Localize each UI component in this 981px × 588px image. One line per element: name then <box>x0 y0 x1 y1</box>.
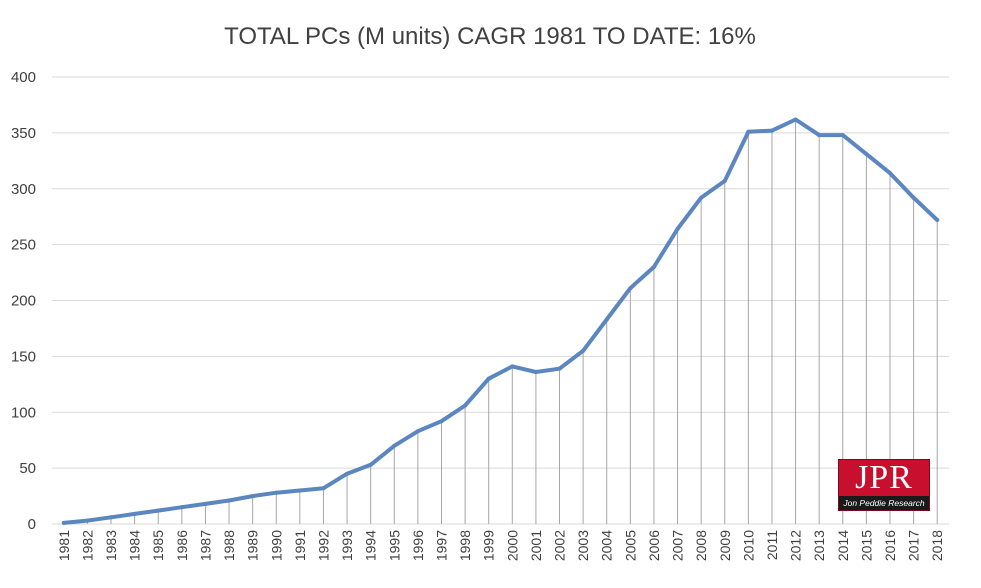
data-point-2003 <box>581 348 586 353</box>
data-point-1998 <box>463 403 468 408</box>
data-point-2008 <box>699 195 704 200</box>
y-tick-label: 0 <box>28 516 36 533</box>
data-point-2011 <box>769 128 774 133</box>
x-tick-label: 2007 <box>670 530 686 561</box>
x-tick-label: 1981 <box>56 530 72 561</box>
data-point-2007 <box>675 226 680 231</box>
x-tick-label: 1999 <box>481 530 497 561</box>
data-point-1995 <box>392 443 397 448</box>
data-point-2006 <box>651 264 656 269</box>
data-point-2015 <box>864 152 869 157</box>
data-point-1986 <box>179 505 184 510</box>
x-tick-label: 1986 <box>174 530 190 561</box>
x-tick-label: 1985 <box>150 530 166 561</box>
x-tick-label: 2018 <box>929 530 945 561</box>
data-point-2010 <box>746 129 751 134</box>
data-point-2012 <box>793 117 798 122</box>
x-tick-label: 1997 <box>433 530 449 561</box>
x-tick-label: 2001 <box>528 530 544 561</box>
data-point-1993 <box>345 471 350 476</box>
logo-subtitle: Jon Peddie Research <box>839 496 929 510</box>
data-point-2014 <box>840 133 845 138</box>
data-point-2017 <box>911 195 916 200</box>
gridlines <box>52 76 949 525</box>
y-tick-label: 100 <box>11 404 36 421</box>
x-tick-label: 2002 <box>552 530 568 561</box>
x-tick-label: 1991 <box>292 530 308 561</box>
data-point-1997 <box>439 419 444 424</box>
x-tick-label: 2013 <box>811 530 827 561</box>
x-tick-label: 2008 <box>693 530 709 561</box>
x-tick-label: 1990 <box>268 530 284 561</box>
data-point-1982 <box>85 518 90 523</box>
x-tick-label: 1992 <box>315 530 331 561</box>
data-point-1991 <box>297 488 302 493</box>
x-tick-label: 2004 <box>599 530 615 561</box>
x-tick-label: 2016 <box>882 530 898 561</box>
x-tick-label: 1988 <box>221 530 237 561</box>
x-tick-label: 2000 <box>504 530 520 561</box>
data-point-1996 <box>415 429 420 434</box>
y-axis-ticks: 0 50 100 150 200 250 300 350 400 <box>11 69 36 533</box>
x-tick-label: 2010 <box>740 530 756 561</box>
data-point-2018 <box>935 218 940 223</box>
x-tick-label: 1994 <box>363 530 379 561</box>
series-line-total-pcs <box>61 117 940 525</box>
x-tick-label: 2017 <box>906 530 922 561</box>
data-point-1985 <box>156 508 161 513</box>
x-tick-label: 1983 <box>103 530 119 561</box>
data-point-2016 <box>887 171 892 176</box>
data-point-2013 <box>817 133 822 138</box>
data-point-1999 <box>486 376 491 381</box>
y-tick-label: 250 <box>11 237 36 254</box>
x-tick-label: 1984 <box>127 530 143 561</box>
series-group <box>61 117 940 525</box>
x-tick-label: 1996 <box>410 530 426 561</box>
x-tick-label: 1987 <box>197 530 213 561</box>
data-point-1984 <box>132 511 137 516</box>
data-point-2001 <box>533 370 538 375</box>
data-point-1988 <box>227 498 232 503</box>
data-point-2000 <box>510 364 515 369</box>
chart-title: TOTAL PCs (M units) CAGR 1981 TO DATE: 1… <box>224 23 756 50</box>
logo-mark: JPR <box>855 459 913 496</box>
x-tick-label: 2015 <box>858 530 874 561</box>
x-tick-label: 2006 <box>646 530 662 561</box>
x-tick-label: 1993 <box>339 530 355 561</box>
x-tick-label: 1982 <box>79 530 95 561</box>
y-tick-label: 350 <box>11 125 36 142</box>
x-axis-ticks: 1981 1982 1983 1984 1985 1986 1987 1988 1989 1990… <box>56 530 945 561</box>
data-point-2009 <box>722 178 727 183</box>
x-tick-label: 2014 <box>835 530 851 561</box>
data-point-2002 <box>557 366 562 371</box>
data-point-1994 <box>368 462 373 467</box>
x-tick-label: 1998 <box>457 530 473 561</box>
jpr-logo: JPR Jon Peddie Research <box>838 459 930 511</box>
x-tick-label: 1995 <box>386 530 402 561</box>
drop-lines <box>63 119 938 524</box>
y-tick-label: 400 <box>11 69 36 86</box>
x-tick-label: 2012 <box>788 530 804 561</box>
data-point-1983 <box>109 515 114 520</box>
data-point-1990 <box>274 490 279 495</box>
data-point-1981 <box>61 520 66 525</box>
data-point-2004 <box>604 317 609 322</box>
y-tick-label: 50 <box>19 460 36 477</box>
x-tick-label: 2005 <box>622 530 638 561</box>
data-point-1987 <box>203 501 208 506</box>
y-tick-label: 300 <box>11 181 36 198</box>
x-tick-label: 1989 <box>245 530 261 561</box>
x-tick-label: 2011 <box>764 530 780 560</box>
data-point-1989 <box>250 494 255 499</box>
x-tick-label: 2003 <box>575 530 591 561</box>
data-point-2005 <box>628 286 633 291</box>
x-tick-label: 2009 <box>717 530 733 561</box>
y-tick-label: 150 <box>11 348 36 365</box>
y-tick-label: 200 <box>11 293 36 310</box>
data-point-1992 <box>321 486 326 491</box>
